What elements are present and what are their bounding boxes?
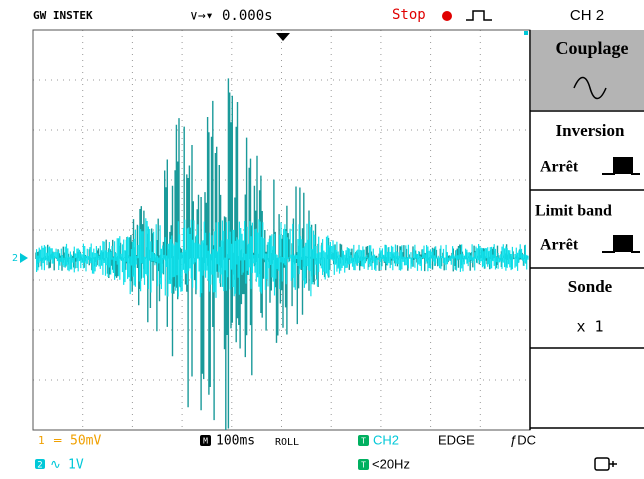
trigger-source: CH2: [373, 432, 399, 447]
channel-marker: 2: [12, 253, 18, 264]
oscilloscope-screen: GW INSTEK ∨→▾ 0.000s Stop CH 2 2 Couplag…: [0, 0, 644, 479]
timebase: 100ms: [216, 434, 255, 449]
brand: GW INSTEK: [33, 9, 93, 22]
ch1-label: 1: [38, 434, 45, 447]
menu-setting[interactable]: x 1: [576, 318, 603, 336]
menu-label[interactable]: Couplage: [555, 38, 628, 58]
filter: <20Hz: [372, 456, 410, 471]
pulse-icon-fill: [614, 236, 632, 252]
ch1-coupling: ═: [53, 434, 62, 448]
trigger-type: EDGE: [438, 432, 475, 447]
run-status: Stop: [392, 7, 426, 23]
menu-setting[interactable]: Arrêt: [540, 159, 579, 176]
ch2-label: 2: [37, 461, 42, 471]
menu-label[interactable]: Limit band: [535, 203, 612, 220]
ch1-scale: 50mV: [70, 434, 101, 449]
timebase-label: M: [203, 437, 208, 446]
menu-label[interactable]: Sonde: [568, 277, 613, 296]
trigger-position: 0.000s: [222, 8, 273, 24]
acquire-mode: ROLL: [275, 437, 299, 448]
menu-setting[interactable]: Arrêt: [540, 237, 579, 254]
trigger-coupling: ƒDC: [510, 432, 536, 447]
corner-marker: [524, 31, 528, 35]
ch2-coupling: ∿: [50, 458, 61, 473]
page: {"header": {"brand": "GW INSTEK", "trigg…: [0, 0, 644, 479]
ch2-scale: 1V: [68, 458, 84, 473]
menu-label[interactable]: Inversion: [556, 121, 626, 140]
stop-icon: [442, 11, 452, 21]
trigger-label: T: [361, 437, 366, 446]
channel-title: CH 2: [570, 7, 604, 24]
filter-label: T: [361, 461, 366, 470]
pulse-icon-fill: [614, 158, 632, 174]
trigger-arrows: ∨→▾: [190, 9, 213, 24]
